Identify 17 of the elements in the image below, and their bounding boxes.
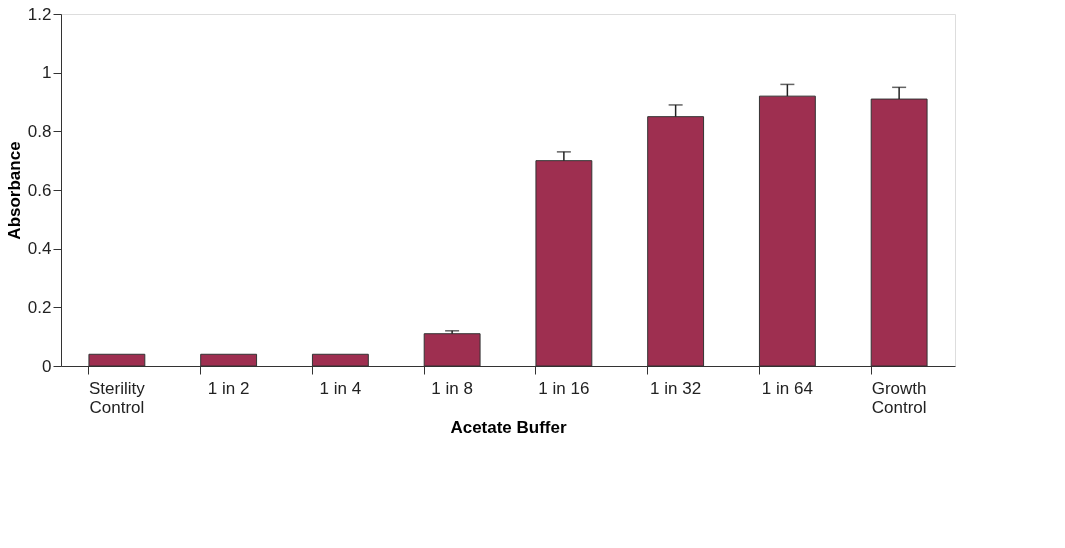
y-tick-label: 0.2 [27, 297, 52, 317]
x-tick-label: 1 in 2 [207, 378, 250, 398]
y-axis-title: Absorbance [4, 141, 24, 240]
x-tick-label: 1 in 8 [431, 378, 473, 398]
y-tick-label: 0.8 [27, 121, 52, 141]
y-tick-label: 1 [42, 63, 52, 83]
y-tick-label: 0 [42, 356, 52, 376]
y-tick-label: 0.4 [27, 239, 52, 259]
x-tick-label: 1 in 64 [761, 378, 813, 398]
x-tick-label: 1 in 16 [538, 378, 590, 398]
x-tick-label: 1 in 32 [650, 378, 702, 398]
x-axis-title: Acetate Buffer [450, 417, 567, 437]
x-tick-label: Growth Control [871, 378, 927, 417]
y-tick-label: 0.6 [27, 180, 52, 200]
x-tick-label: Sterility Control [89, 378, 146, 417]
x-tick-label: 1 in 4 [319, 378, 362, 398]
y-tick-label: 1.2 [27, 4, 52, 24]
